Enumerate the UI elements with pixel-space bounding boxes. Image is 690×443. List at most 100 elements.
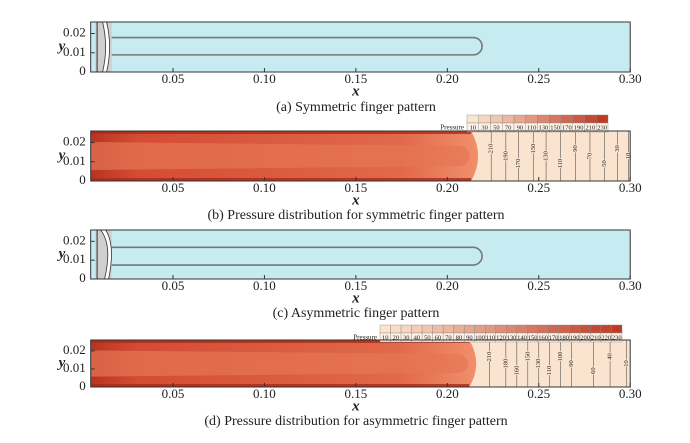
colorbar-tick-label: 110 bbox=[486, 334, 496, 341]
x-tick-label: 0.10 bbox=[253, 278, 276, 293]
x-tick-label: 0.10 bbox=[253, 180, 276, 195]
y-tick-label: 0.01 bbox=[63, 44, 86, 59]
colorbar-label-cell bbox=[611, 332, 623, 343]
x-tick-label: 0.15 bbox=[345, 386, 368, 401]
colorbar-cell bbox=[421, 324, 433, 334]
y-tick-label: 0.01 bbox=[63, 153, 86, 168]
colorbar-cell bbox=[495, 324, 507, 334]
colorbar-tick-label: 30 bbox=[403, 334, 410, 341]
colorbar-cell bbox=[463, 324, 475, 334]
colorbar-tick-label: 70 bbox=[505, 124, 512, 131]
colorbar-cell bbox=[611, 324, 623, 334]
contour-label: 210 bbox=[486, 352, 493, 362]
plot-frame bbox=[90, 21, 631, 73]
colorbar-tick-label: 40 bbox=[414, 334, 421, 341]
colorbar-cell bbox=[596, 114, 609, 124]
y-tick-label: 0.02 bbox=[63, 232, 86, 247]
plot-frame bbox=[90, 229, 631, 280]
colorbar-tick-label: 120 bbox=[496, 334, 506, 341]
y-tick-label: 0 bbox=[79, 63, 86, 78]
x-tick-label: 0.30 bbox=[619, 386, 642, 401]
y-tick-label: 0 bbox=[79, 378, 86, 393]
contour-label: 90 bbox=[572, 145, 579, 152]
y-tick-label: 0.02 bbox=[63, 25, 86, 40]
x-tick-label: 0.10 bbox=[253, 386, 276, 401]
colorbar-tick-label: 210 bbox=[591, 334, 601, 341]
contour-label: 60 bbox=[590, 367, 597, 374]
x-tick-label: 0.20 bbox=[436, 71, 459, 86]
colorbar-tick-label: 60 bbox=[435, 334, 442, 341]
colorbar-cell bbox=[432, 324, 444, 334]
plot-frame bbox=[90, 339, 631, 388]
y-axis-label: y bbox=[57, 147, 66, 163]
colorbar-cell bbox=[453, 324, 465, 334]
colorbar-tick-label: 90 bbox=[466, 334, 473, 341]
colorbar-cell bbox=[513, 114, 526, 124]
x-tick-label: 0.25 bbox=[527, 386, 550, 401]
x-tick-label: 0.30 bbox=[619, 180, 642, 195]
caption: (d) Pressure distribution for asymmetric… bbox=[204, 414, 507, 429]
y-axis-label: y bbox=[57, 355, 66, 371]
x-tick-label: 0.15 bbox=[345, 71, 368, 86]
colorbar-cell bbox=[537, 324, 549, 334]
colorbar-tick-label: 80 bbox=[456, 334, 463, 341]
contour-label: 170 bbox=[515, 159, 522, 169]
colorbar-cell bbox=[569, 324, 581, 334]
colorbar-cell bbox=[485, 324, 496, 334]
x-tick-label: 0.10 bbox=[253, 71, 276, 86]
colorbar-tick-label: 230 bbox=[612, 334, 622, 341]
colorbar-tick-label: 110 bbox=[527, 124, 537, 131]
x-tick-label: 0.30 bbox=[619, 278, 642, 293]
contour-label: 90 bbox=[568, 360, 575, 367]
colorbar-tick-label: 10 bbox=[382, 334, 389, 341]
colorbar-cell bbox=[478, 114, 491, 124]
colorbar-cell bbox=[502, 114, 515, 124]
contour-label: 40 bbox=[607, 353, 614, 360]
x-tick-label: 0.15 bbox=[345, 180, 368, 195]
colorbar-cell bbox=[379, 324, 391, 334]
colorbar-cell bbox=[560, 114, 573, 124]
contour-label: 110 bbox=[557, 159, 564, 169]
y-tick-label: 0.01 bbox=[63, 360, 86, 375]
caption: (c) Asymmetric finger pattern bbox=[273, 306, 440, 321]
colorbar-tick-label: 220 bbox=[601, 334, 611, 341]
colorbar-tick-label: 200 bbox=[580, 334, 590, 341]
wall-band bbox=[90, 131, 472, 134]
x-tick-label: 0.20 bbox=[436, 386, 459, 401]
colorbar-tick-label: 180 bbox=[559, 334, 569, 341]
finger-band bbox=[90, 350, 469, 377]
y-axis-label: y bbox=[57, 38, 66, 54]
y-tick-label: 0 bbox=[79, 270, 86, 285]
colorbar-cell bbox=[466, 114, 479, 124]
colorbar-tick-label: 50 bbox=[493, 124, 500, 131]
colorbar-cell bbox=[516, 324, 528, 334]
colorbar-cell bbox=[400, 324, 412, 334]
colorbar-tick-label: 70 bbox=[445, 334, 452, 341]
colorbar-cell bbox=[506, 324, 517, 334]
colorbar-label: Pressure bbox=[353, 334, 377, 342]
colorbar-tick-label: 160 bbox=[538, 334, 548, 341]
caption: (b) Pressure distribution for symmetric … bbox=[207, 208, 504, 223]
x-tick-label: 0.20 bbox=[436, 278, 459, 293]
colorbar-tick-label: 100 bbox=[475, 334, 485, 341]
colorbar-cell bbox=[548, 324, 560, 334]
colorbar-tick-label: 140 bbox=[517, 334, 527, 341]
colorbar-cell bbox=[558, 324, 570, 334]
colorbar-cell bbox=[579, 324, 591, 334]
colorbar-tick-label: 210 bbox=[586, 124, 596, 131]
y-axis-label: y bbox=[57, 246, 66, 262]
panel: 0.05 0.10 0.15 0.20 0.25 0.30 0 0.01 0.02 x y (a) S… bbox=[57, 21, 642, 115]
fluid-field bbox=[90, 230, 631, 279]
colorbar-cell bbox=[590, 324, 602, 334]
finger-band bbox=[90, 142, 471, 170]
x-axis-label: x bbox=[351, 192, 360, 208]
colorbar-tick-label: 20 bbox=[393, 334, 400, 341]
colorbar-cell bbox=[584, 114, 597, 124]
colorbar-label-cell bbox=[596, 122, 609, 133]
contour-label: 190 bbox=[502, 151, 509, 161]
contour-label: 210 bbox=[488, 144, 495, 154]
wall-band bbox=[90, 384, 470, 387]
contour-label: 110 bbox=[546, 366, 553, 376]
